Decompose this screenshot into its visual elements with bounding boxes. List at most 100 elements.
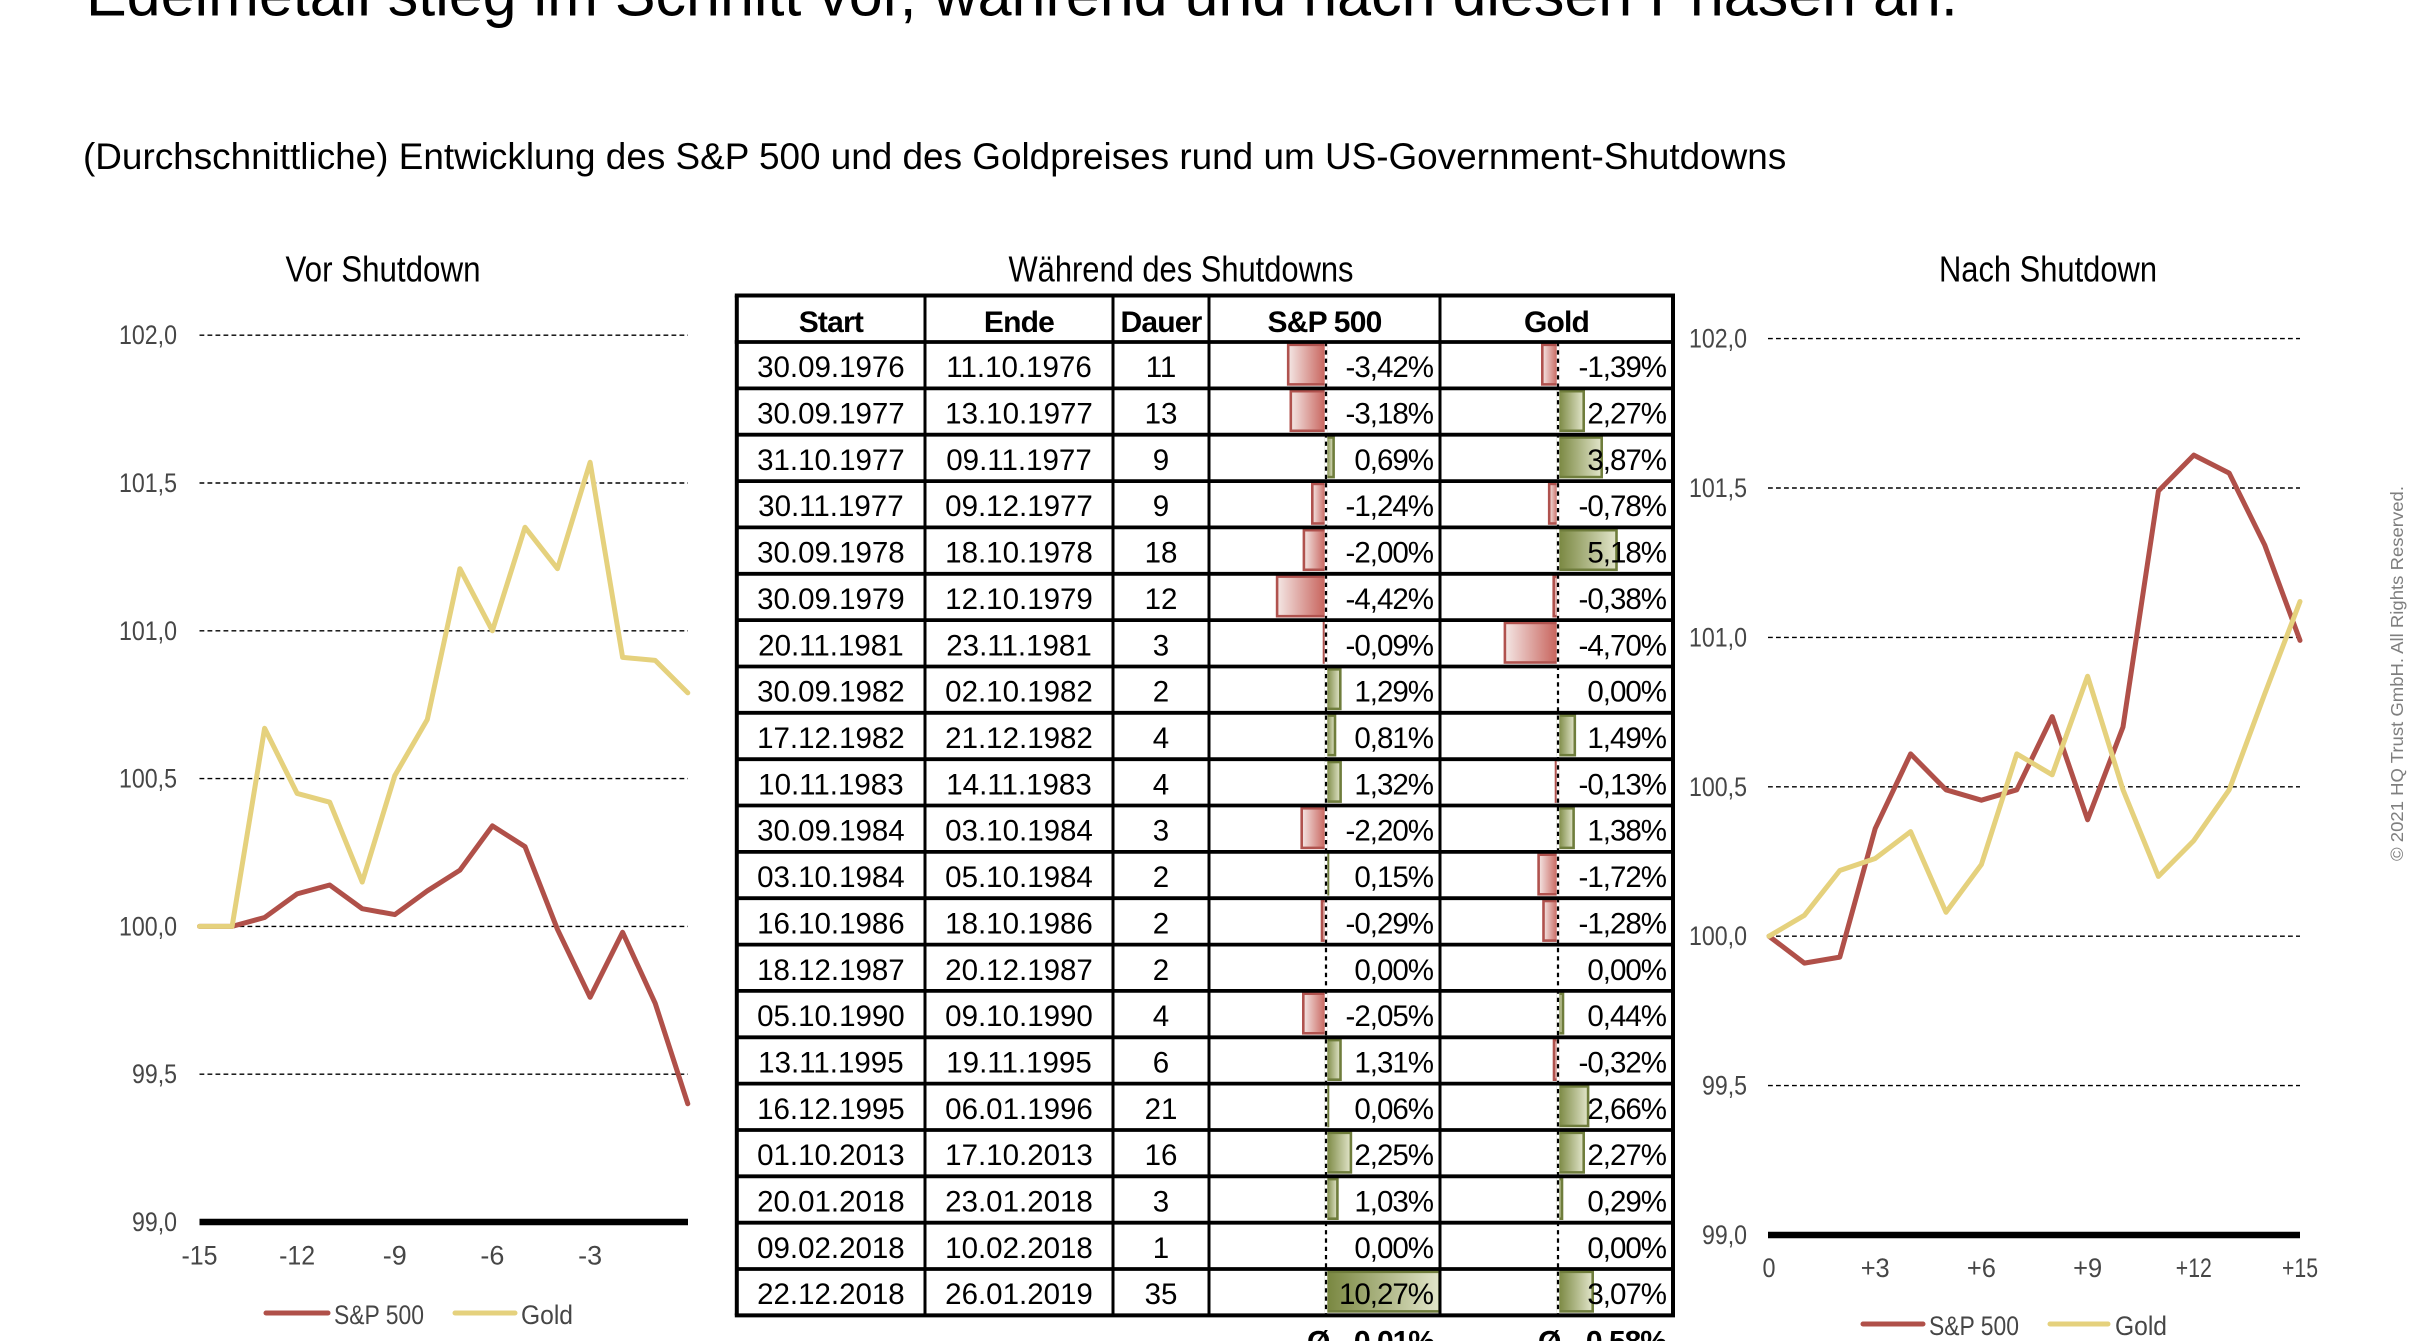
svg-text:2,25%: 2,25% <box>1354 1139 1433 1172</box>
svg-text:9: 9 <box>1153 444 1169 477</box>
svg-text:-0,13%: -0,13% <box>1579 768 1667 801</box>
svg-text:1,49%: 1,49% <box>1587 722 1666 755</box>
svg-text:20.12.1987: 20.12.1987 <box>945 954 1093 987</box>
svg-text:2: 2 <box>1153 907 1169 940</box>
svg-text:Nach Shutdown: Nach Shutdown <box>1939 249 2157 290</box>
svg-text:18: 18 <box>1145 537 1178 570</box>
svg-text:03.10.1984: 03.10.1984 <box>945 815 1093 848</box>
svg-text:09.12.1977: 09.12.1977 <box>945 490 1093 523</box>
svg-text:02.10.1982: 02.10.1982 <box>945 676 1093 709</box>
svg-text:16.10.1986: 16.10.1986 <box>757 907 905 940</box>
svg-text:100,0: 100,0 <box>119 911 177 941</box>
svg-text:30.09.1976: 30.09.1976 <box>757 351 905 384</box>
svg-text:100,5: 100,5 <box>119 764 177 794</box>
svg-text:30.09.1984: 30.09.1984 <box>757 815 905 848</box>
svg-text:100,0: 100,0 <box>1689 921 1747 951</box>
svg-text:31.10.1977: 31.10.1977 <box>757 444 905 477</box>
svg-text:+15: +15 <box>2282 1253 2318 1283</box>
svg-text:3: 3 <box>1153 1186 1169 1219</box>
svg-text:101,5: 101,5 <box>119 468 177 498</box>
svg-text:Start: Start <box>799 306 864 339</box>
svg-text:14.11.1983: 14.11.1983 <box>946 768 1091 801</box>
svg-text:-0,32%: -0,32% <box>1579 1047 1667 1080</box>
svg-text:18.10.1986: 18.10.1986 <box>945 907 1093 940</box>
svg-text:0,00%: 0,00% <box>1354 954 1433 987</box>
svg-text:-2,05%: -2,05% <box>1346 1000 1434 1033</box>
svg-text:101,0: 101,0 <box>1689 622 1747 652</box>
svg-text:Während des Shutdowns: Während des Shutdowns <box>1009 249 1354 290</box>
svg-text:12.10.1979: 12.10.1979 <box>945 583 1093 616</box>
svg-text:Gold: Gold <box>2115 1311 2167 1341</box>
svg-text:0,00%: 0,00% <box>1354 1232 1433 1265</box>
svg-text:16: 16 <box>1145 1139 1178 1172</box>
svg-text:0,58%: 0,58% <box>1586 1326 1666 1341</box>
svg-text:21: 21 <box>1145 1093 1178 1126</box>
svg-text:0,06%: 0,06% <box>1354 1093 1433 1126</box>
svg-text:4: 4 <box>1153 1000 1169 1033</box>
svg-text:99,0: 99,0 <box>132 1207 177 1237</box>
svg-text:-0,09%: -0,09% <box>1346 629 1434 662</box>
svg-text:1,31%: 1,31% <box>1354 1047 1433 1080</box>
svg-text:-0,78%: -0,78% <box>1579 490 1667 523</box>
svg-text:99,5: 99,5 <box>132 1059 177 1089</box>
svg-text:13: 13 <box>1145 398 1178 431</box>
svg-text:1,29%: 1,29% <box>1354 676 1433 709</box>
svg-text:11.10.1976: 11.10.1976 <box>946 351 1091 384</box>
svg-text:3,87%: 3,87% <box>1587 444 1666 477</box>
svg-text:102,0: 102,0 <box>119 320 177 350</box>
svg-text:1: 1 <box>1153 1232 1169 1265</box>
svg-text:09.10.1990: 09.10.1990 <box>945 1000 1093 1033</box>
svg-text:0,00%: 0,00% <box>1587 676 1666 709</box>
svg-text:Vor Shutdown: Vor Shutdown <box>286 249 481 290</box>
svg-text:-1,28%: -1,28% <box>1579 907 1667 940</box>
svg-text:10.11.1983: 10.11.1983 <box>758 768 903 801</box>
svg-text:05.10.1984: 05.10.1984 <box>945 861 1093 894</box>
svg-text:-2,20%: -2,20% <box>1346 815 1434 848</box>
svg-text:30.09.1979: 30.09.1979 <box>757 583 905 616</box>
svg-text:-1,72%: -1,72% <box>1579 861 1667 894</box>
svg-text:18.12.1987: 18.12.1987 <box>757 954 905 987</box>
svg-text:09.02.2018: 09.02.2018 <box>757 1232 905 1265</box>
svg-text:Edelmetall stieg im Schnitt vo: Edelmetall stieg im Schnitt vor, während… <box>86 0 1958 29</box>
svg-text:1,03%: 1,03% <box>1354 1186 1433 1219</box>
svg-text:21.12.1982: 21.12.1982 <box>945 722 1093 755</box>
svg-text:26.01.2019: 26.01.2019 <box>945 1278 1093 1311</box>
svg-text:101,5: 101,5 <box>1689 473 1747 503</box>
svg-text:2,27%: 2,27% <box>1587 1139 1666 1172</box>
svg-text:18.10.1978: 18.10.1978 <box>945 537 1093 570</box>
svg-text:30.11.1977: 30.11.1977 <box>758 490 903 523</box>
svg-text:17.12.1982: 17.12.1982 <box>757 722 905 755</box>
svg-text:06.01.1996: 06.01.1996 <box>945 1093 1093 1126</box>
svg-text:9: 9 <box>1153 490 1169 523</box>
svg-text:22.12.2018: 22.12.2018 <box>757 1278 905 1311</box>
svg-text:0,00%: 0,00% <box>1587 1232 1666 1265</box>
svg-text:-4,42%: -4,42% <box>1346 583 1434 616</box>
svg-text:+12: +12 <box>2176 1253 2212 1283</box>
svg-text:2: 2 <box>1153 954 1169 987</box>
svg-text:-1,24%: -1,24% <box>1346 490 1434 523</box>
svg-text:05.10.1990: 05.10.1990 <box>757 1000 905 1033</box>
svg-text:+3: +3 <box>1861 1253 1890 1283</box>
svg-text:3: 3 <box>1153 815 1169 848</box>
svg-text:Dauer: Dauer <box>1120 306 1202 339</box>
svg-text:0,01%: 0,01% <box>1354 1326 1434 1341</box>
svg-text:-3,42%: -3,42% <box>1346 351 1434 384</box>
svg-text:101,0: 101,0 <box>119 616 177 646</box>
svg-text:0,00%: 0,00% <box>1587 954 1666 987</box>
svg-text:-2,00%: -2,00% <box>1346 537 1434 570</box>
svg-text:13.10.1977: 13.10.1977 <box>945 398 1093 431</box>
svg-text:-12: -12 <box>279 1241 315 1271</box>
svg-text:20.01.2018: 20.01.2018 <box>757 1186 905 1219</box>
svg-text:Gold: Gold <box>1524 306 1589 339</box>
svg-text:0,15%: 0,15% <box>1354 861 1433 894</box>
svg-text:4: 4 <box>1153 768 1169 801</box>
svg-text:Gold: Gold <box>521 1300 573 1330</box>
svg-text:3,07%: 3,07% <box>1587 1278 1666 1311</box>
svg-text:5,18%: 5,18% <box>1587 537 1666 570</box>
svg-text:10.02.2018: 10.02.2018 <box>945 1232 1093 1265</box>
svg-text:03.10.1984: 03.10.1984 <box>757 861 905 894</box>
svg-text:16.12.1995: 16.12.1995 <box>757 1093 905 1126</box>
svg-text:-9: -9 <box>383 1241 407 1271</box>
svg-text:0,44%: 0,44% <box>1587 1000 1666 1033</box>
svg-text:Ø: Ø <box>1538 1326 1561 1341</box>
